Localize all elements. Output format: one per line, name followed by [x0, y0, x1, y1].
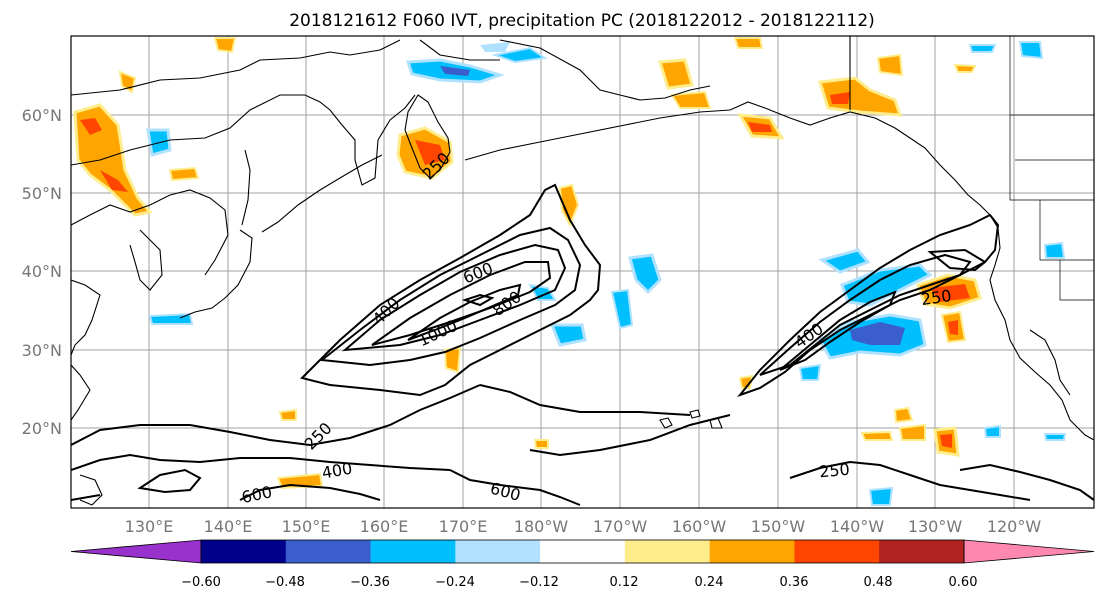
colorbar-extension-low: [70, 539, 202, 564]
lon-label: 160°E: [360, 517, 409, 536]
lon-label: 150°E: [282, 517, 331, 536]
coastlines: [71, 36, 1094, 506]
colorbar-tick-label: −0.48: [265, 575, 305, 590]
ivt-label: 250: [920, 286, 953, 309]
colorbar-tick-label: 0.12: [610, 575, 639, 590]
ivt-contours: [71, 183, 1094, 506]
lat-label: 60°N: [22, 106, 62, 125]
ivt-label: 250: [818, 460, 850, 482]
colorbar-segment: [794, 540, 880, 563]
lon-label: 130°W: [908, 517, 963, 536]
colorbar-tick-label: 0.24: [695, 575, 724, 590]
lon-label: 130°E: [125, 517, 174, 536]
colorbar-frame: [200, 539, 965, 564]
colorbar-segment: [455, 540, 541, 563]
lat-label: 30°N: [22, 341, 62, 360]
lon-label: 150°W: [751, 517, 806, 536]
lon-label: 180°W: [514, 517, 569, 536]
colorbar-segment: [540, 540, 626, 563]
lon-label: 170°W: [593, 517, 648, 536]
colorbar: [70, 539, 1095, 564]
colorbar-tick-label: −0.12: [519, 575, 559, 590]
map-panel: 600 400 1000 800 250 400 600 600 250 400…: [70, 35, 1095, 509]
lon-label: 120°W: [987, 517, 1042, 536]
colorbar-tick-label: 0.48: [864, 575, 893, 590]
colorbar-tick-label: 0.60: [949, 575, 978, 590]
colorbar-segment: [624, 540, 711, 563]
lat-label: 40°N: [22, 262, 62, 281]
colorbar-segment: [879, 540, 965, 563]
lat-label: 50°N: [22, 184, 62, 203]
longitude-labels: 130°E 140°E 150°E 160°E 170°E 180°W 170°…: [125, 517, 1042, 536]
colorbar-segment: [285, 540, 372, 563]
colorbar-tick-label: −0.60: [181, 575, 221, 590]
latitude-labels: 60°N 50°N 40°N 30°N 20°N: [22, 106, 62, 438]
colorbar-extension-high: [963, 539, 1095, 564]
colorbar-tick-label: −0.24: [435, 575, 475, 590]
lon-label: 140°E: [204, 517, 253, 536]
lon-label: 160°W: [672, 517, 727, 536]
colorbar-ticks: −0.60 −0.48 −0.36 −0.24 −0.12 0.12 0.24 …: [181, 575, 977, 590]
precipitation-pc-shading: [73, 37, 1067, 506]
figure-title: 2018121612 F060 IVT, precipitation PC (2…: [289, 11, 875, 31]
colorbar-tick-label: −0.36: [350, 575, 390, 590]
map-frame: [70, 35, 1095, 509]
lon-label: 170°E: [439, 517, 488, 536]
lat-label: 20°N: [22, 419, 62, 438]
colorbar-segment: [201, 540, 287, 563]
colorbar-segment: [370, 540, 456, 563]
colorbar-segment: [709, 540, 795, 563]
lon-label: 140°W: [830, 517, 885, 536]
colorbar-tick-label: 0.36: [780, 575, 809, 590]
